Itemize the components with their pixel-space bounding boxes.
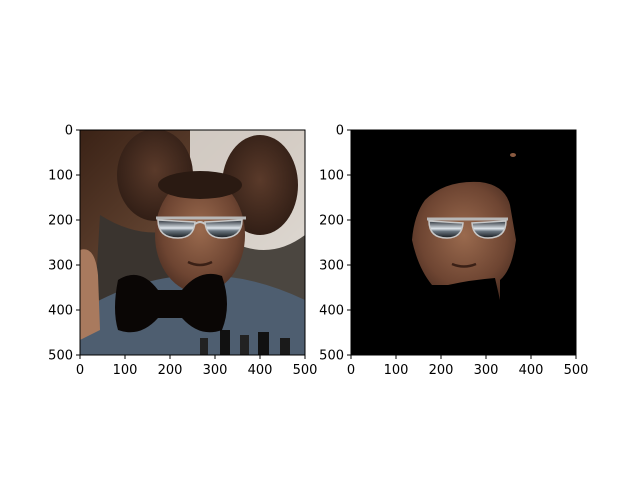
y-tick-label: 200 xyxy=(48,214,73,229)
right-image-panel xyxy=(351,130,576,355)
x-tick-label: 300 xyxy=(474,363,499,378)
x-tick-label: 400 xyxy=(519,363,544,378)
y-tick-label: 400 xyxy=(48,304,73,319)
microphones xyxy=(200,330,290,355)
segmented-face xyxy=(412,181,516,300)
y-tick-label: 0 xyxy=(336,124,344,139)
x-tick-label: 200 xyxy=(158,363,183,378)
background-person-right-head xyxy=(222,135,298,235)
y-tick-label: 500 xyxy=(48,349,73,364)
x-tick-label: 200 xyxy=(429,363,454,378)
segmented-mouth xyxy=(451,262,477,268)
x-tick-label: 400 xyxy=(248,363,273,378)
right-axes-frame xyxy=(350,129,577,356)
left-axes-frame xyxy=(79,129,306,356)
y-tick-label: 400 xyxy=(319,304,344,319)
y-tick-label: 100 xyxy=(48,169,73,184)
x-tick-label: 500 xyxy=(293,363,318,378)
y-tick-label: 0 xyxy=(65,124,73,139)
y-tick-label: 300 xyxy=(319,259,344,274)
main-person-hair xyxy=(158,171,242,199)
x-tick-label: 300 xyxy=(203,363,228,378)
raised-hand xyxy=(80,249,100,340)
y-tick-label: 100 xyxy=(319,169,344,184)
x-tick-label: 500 xyxy=(564,363,589,378)
y-tick-label: 200 xyxy=(319,214,344,229)
y-tick-label: 300 xyxy=(48,259,73,274)
x-tick-label: 100 xyxy=(113,363,138,378)
left-image-panel xyxy=(80,130,305,355)
y-tick-label: 500 xyxy=(319,349,344,364)
sunglasses-right-panel xyxy=(427,217,508,239)
main-person-mouth xyxy=(187,260,213,267)
x-tick-label: 0 xyxy=(76,363,84,378)
main-person-head xyxy=(155,177,245,293)
sunglasses-left-panel xyxy=(156,216,246,239)
x-tick-label: 100 xyxy=(384,363,409,378)
bowtie xyxy=(115,273,227,333)
speck xyxy=(510,153,516,157)
x-tick-label: 0 xyxy=(347,363,355,378)
